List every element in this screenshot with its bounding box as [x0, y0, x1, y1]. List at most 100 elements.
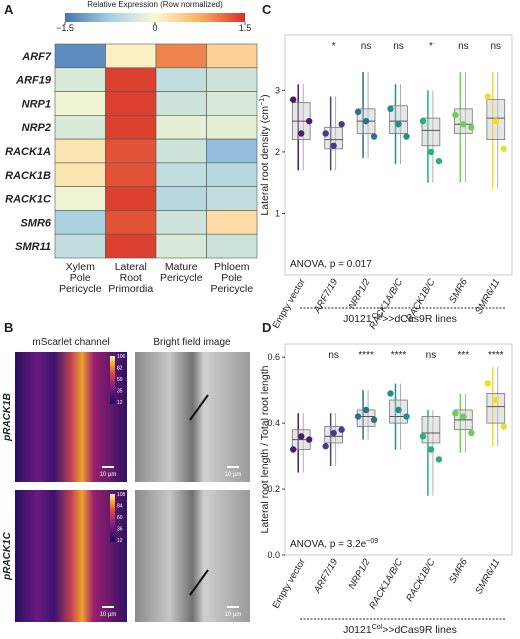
colorbar-tick-label: 106 — [117, 354, 126, 360]
significance-label: **** — [488, 350, 504, 361]
y-tick-label: 1 — [275, 208, 280, 218]
column-label: Pole — [221, 272, 242, 284]
x-axis-label-sup: Col — [372, 624, 383, 631]
y-tick-label: 0.0 — [267, 550, 280, 560]
colorbar-title: Relative Expression (Row normalized) — [87, 0, 223, 9]
x-tick-label: Empty vector — [271, 557, 308, 611]
colorbar-tick-label: 35 — [117, 389, 123, 395]
row-label: ARF19 — [15, 75, 52, 87]
heatmap-cell — [105, 43, 157, 69]
significance-label: * — [332, 41, 336, 52]
column-label: Xylem — [66, 261, 95, 273]
annotation: ANOVA, p = 0.017 — [290, 259, 372, 270]
y-axis-label-sup: −1 — [259, 98, 266, 106]
heatmap-cell — [105, 186, 157, 211]
colorbar-tick-label: 82 — [117, 366, 123, 372]
column-label: Pole — [70, 272, 91, 284]
heatmap-cell — [155, 162, 207, 187]
heatmap-cell — [155, 186, 207, 211]
replicate-point — [362, 406, 370, 414]
brightfield-image — [135, 490, 250, 622]
heatmap-cell — [206, 67, 258, 92]
replicate-point — [370, 416, 378, 424]
replicate-point — [298, 433, 305, 440]
x-axis-label-text: J0121 — [343, 624, 372, 636]
column-label: Root — [120, 272, 142, 284]
heatmap-cell — [54, 67, 106, 92]
heatmap-cell — [54, 186, 106, 211]
replicate-point — [492, 117, 499, 125]
colorbar-tick-label: 36 — [117, 527, 123, 533]
replicate-point — [338, 121, 345, 128]
x-axis-label: J0121Col>>dCas9R lines — [343, 624, 457, 636]
box — [421, 416, 441, 444]
replicate-point — [338, 426, 345, 433]
replicate-point — [492, 396, 499, 404]
scale-bar — [227, 466, 239, 468]
heatmap-cell — [206, 233, 258, 259]
x-axis-label-text: >>dCas9R lines — [382, 624, 457, 636]
panel-label: C — [262, 2, 272, 17]
x-axis-label-sup: Col — [372, 313, 383, 320]
replicate-point — [460, 121, 467, 128]
replicate-point — [419, 433, 427, 440]
heatmap-cell — [105, 162, 157, 187]
replicate-point — [306, 117, 313, 125]
y-axis-label-text: ) — [259, 94, 271, 98]
row-label: RACK1A — [5, 146, 51, 158]
y-axis-label: Lateral root length / Total root length — [259, 365, 271, 533]
heatmap-cell — [54, 210, 106, 235]
image-title: mScarlet channel — [32, 337, 109, 348]
box — [421, 117, 441, 147]
replicate-point — [419, 117, 427, 125]
column-label: Pericycle — [59, 283, 102, 295]
replicate-point — [484, 93, 491, 100]
significance-label: ns — [458, 41, 469, 52]
image-colorbar — [110, 494, 115, 542]
replicate-point — [395, 121, 402, 128]
plot-frame — [284, 343, 513, 556]
heatmap-cell — [155, 91, 207, 116]
scale-bar-label: 10 µm — [225, 612, 242, 618]
colorbar-tick-label: 84 — [117, 504, 123, 510]
heatmap-cell — [105, 210, 157, 235]
x-tick-label: NRP1/2 — [347, 276, 374, 311]
annotation-sup: −09 — [366, 538, 378, 545]
replicate-point — [298, 130, 305, 137]
row-label: pRACK1C — [2, 531, 13, 581]
scale-bar-label: 10 µm — [100, 472, 117, 478]
colorbar-tick-label: 1.5 — [239, 23, 252, 33]
replicate-point — [290, 446, 297, 453]
replicate-point — [452, 410, 459, 417]
scale-bar — [102, 606, 114, 608]
replicate-point — [330, 142, 337, 149]
column-label: Lateral — [115, 261, 147, 273]
heatmap-cell — [105, 138, 157, 164]
replicate-point — [370, 133, 378, 140]
scale-bar-label: 10 µm — [225, 472, 242, 478]
column-label: Pericycle — [210, 283, 253, 295]
significance-label: ns — [491, 41, 502, 52]
significance-label: ns — [361, 41, 372, 52]
fluorescence-image — [15, 352, 127, 482]
replicate-point — [387, 105, 394, 113]
annotation-text: ANOVA, p = 3.2e — [290, 539, 367, 550]
row-label: NRP1 — [22, 98, 51, 110]
heatmap-cell — [206, 186, 258, 211]
colorbar-tick-label: 59 — [117, 377, 123, 383]
annotation: ANOVA, p = 3.2e−09 — [290, 538, 378, 550]
heatmap-cell — [206, 115, 258, 140]
heatmap-cell — [206, 91, 258, 116]
replicate-point — [500, 145, 507, 153]
x-tick-label: NRP1/2 — [347, 556, 374, 591]
replicate-point — [362, 117, 370, 125]
colorbar — [65, 13, 245, 22]
x-tick-label: RACK1A/B/C — [367, 557, 405, 612]
x-axis-label: J0121Col>>dCas9R lines — [343, 313, 457, 325]
y-tick-label: 0.6 — [267, 352, 280, 362]
colorbar-tick-label: 60 — [117, 515, 123, 521]
y-axis-label-text: Lateral root length / Total root length — [259, 365, 271, 533]
fluorescence-image — [15, 490, 127, 622]
annotation-text: ANOVA, p = 0.017 — [290, 259, 372, 270]
